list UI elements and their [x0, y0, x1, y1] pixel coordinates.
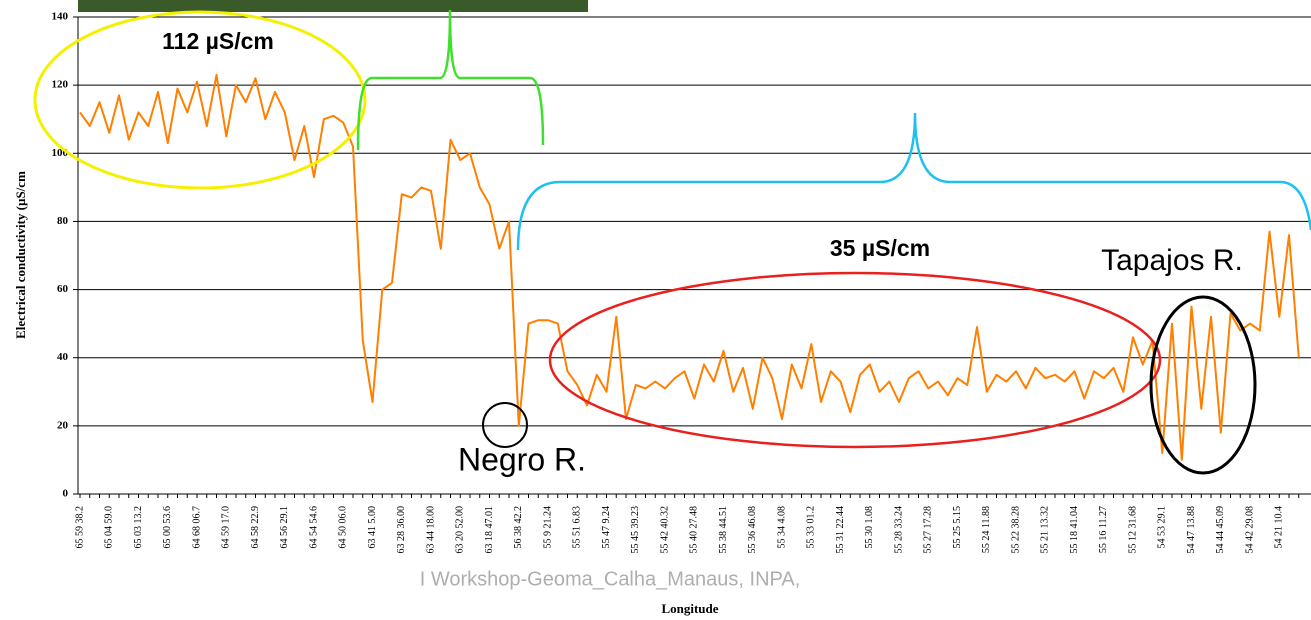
- x-tick-label: 55 34 4.08: [776, 506, 787, 549]
- annotation: Tapajos R.: [1101, 244, 1243, 277]
- x-tick-label: 54 42 29.08: [1244, 506, 1255, 554]
- x-tick-label: 64 56 29.1: [279, 506, 290, 549]
- x-tick-label: 54 21 10.4: [1274, 506, 1285, 549]
- y-tick-label: 0: [63, 488, 69, 500]
- watermark: I Workshop-Geoma_Calha_Manaus, INPA,: [420, 568, 801, 590]
- x-tick-label: 55 47 9.24: [601, 506, 612, 549]
- annotation: 35 µS/cm: [830, 235, 930, 261]
- y-tick-label: 60: [57, 283, 69, 295]
- map-fragment: [78, 0, 588, 12]
- x-tick-label: 56 38 42.2: [513, 506, 524, 549]
- x-tick-label: 55 27 17.28: [923, 506, 934, 554]
- y-tick-label: 120: [52, 79, 69, 91]
- x-tick-label: 55 36 46.08: [747, 506, 758, 554]
- highlight-circle: [482, 402, 528, 448]
- x-tick-label: 55 16 11.27: [1098, 506, 1109, 553]
- x-tick-label: 55 21 13.32: [1040, 506, 1051, 554]
- x-tick-label: 64 68 06.7: [191, 506, 202, 549]
- x-tick-label: 55 38 44.51: [718, 506, 729, 554]
- x-tick-label: 64 54 54.6: [308, 506, 319, 549]
- x-tick-label: 55 25 5.15: [952, 506, 963, 549]
- highlight-ellipse: [1149, 295, 1257, 475]
- x-tick-label: 55 22 38.28: [1010, 506, 1021, 554]
- x-tick-label: 55 51 6.83: [572, 506, 583, 549]
- y-tick-label: 80: [57, 215, 69, 227]
- y-tick-label: 140: [52, 11, 69, 23]
- highlight-ellipse: [548, 271, 1162, 449]
- highlight-ellipse: [33, 10, 367, 190]
- x-tick-label: 64 50 06.0: [338, 506, 349, 549]
- x-tick-label: 55 45 39.23: [630, 506, 641, 554]
- x-tick-label: 63 28 36.00: [396, 506, 407, 554]
- x-tick-label: 55 30 1.08: [864, 506, 875, 549]
- x-tick-label: 65 04 59.0: [104, 506, 115, 549]
- x-tick-label: 64 58 22.9: [250, 506, 261, 549]
- annotation: 112 µS/cm: [162, 28, 274, 54]
- x-tick-label: 54 47 13.88: [1186, 506, 1197, 554]
- x-tick-label: 54 44 45.09: [1215, 506, 1226, 554]
- y-tick-label: 20: [57, 419, 69, 431]
- x-tick-label: 55 28 33.24: [893, 506, 904, 554]
- x-tick-label: 55 40 27.48: [689, 506, 700, 554]
- brace: [516, 112, 1311, 251]
- x-tick-label: 63 20 52.00: [455, 506, 466, 554]
- x-tick-label: 55 9 21.24: [542, 506, 553, 549]
- brace: [356, 9, 545, 151]
- x-tick-label: 65 03 13.2: [133, 506, 144, 549]
- x-tick-label: 64 59 17.0: [221, 506, 232, 549]
- y-axis-title: Electrical conductivity (µS/cm: [13, 171, 28, 339]
- x-tick-label: 55 18 41.04: [1069, 506, 1080, 554]
- x-tick-label: 63 18 47.01: [484, 506, 495, 554]
- x-tick-label: 65 59 38.2: [74, 506, 85, 549]
- x-tick-label: 55 24 11.88: [981, 506, 992, 553]
- x-tick-label: 63 44 18.00: [425, 506, 436, 554]
- x-tick-label: 65 00 53.6: [162, 506, 173, 549]
- data-line: [79, 73, 1300, 461]
- x-axis-title: Longitude: [661, 601, 718, 616]
- x-tick-label: 55 12 31.68: [1127, 506, 1138, 554]
- x-tick-label: 55 33 01.2: [806, 506, 817, 549]
- x-tick-label: 55 31 22.44: [835, 506, 846, 554]
- x-tick-label: 63 41 5.00: [367, 506, 378, 549]
- y-tick-label: 40: [57, 351, 69, 363]
- x-tick-label: 54 53 29.1: [1157, 506, 1168, 549]
- x-tick-label: 55 42 40.32: [659, 506, 670, 554]
- annotation: Negro R.: [458, 441, 586, 477]
